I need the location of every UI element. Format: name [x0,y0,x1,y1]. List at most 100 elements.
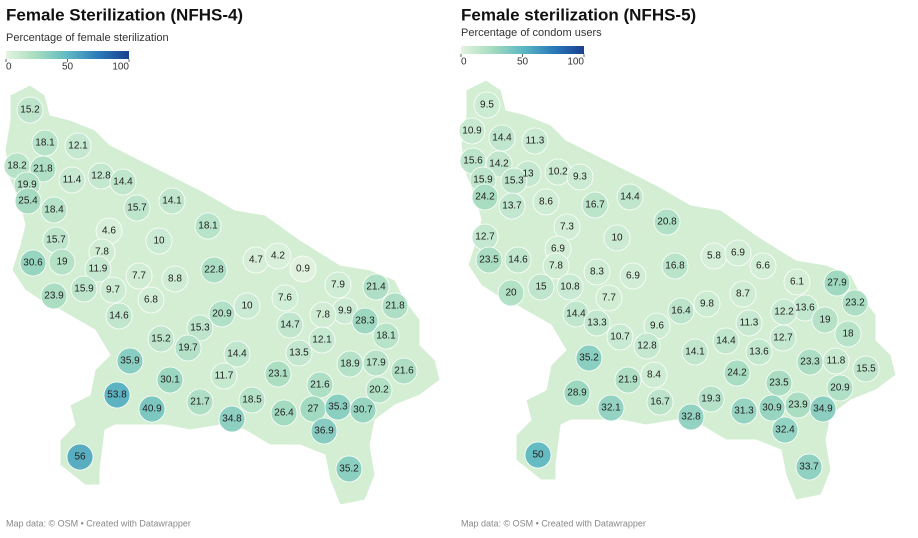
district [147,325,175,353]
district [566,163,594,191]
district-label: 14.4 [716,336,736,347]
district-label: 35.2 [339,464,359,475]
district-label: 18.2 [7,161,27,172]
district-label: 15.5 [856,364,876,375]
district-label: 8.8 [168,274,182,285]
district-label: 15.3 [504,176,524,187]
district [324,271,352,299]
district [310,417,338,445]
district [521,127,549,155]
district [749,252,777,280]
district-label: 9.6 [650,321,664,332]
legend-tick-label: 0 [6,62,12,73]
district-label: 21.7 [190,397,210,408]
district [40,282,68,310]
district-label: 9.9 [338,306,352,317]
district-label: 9.8 [700,299,714,310]
district [123,194,151,222]
district-label: 33.7 [799,462,819,473]
district-label: 10.7 [610,332,630,343]
district [697,385,725,413]
district-label: 35.9 [120,356,140,367]
district [758,394,786,422]
district-label: 19 [819,315,831,326]
district-label: 21.4 [366,282,386,293]
district-label: 14.4 [113,177,133,188]
district-label: 4.7 [249,255,263,266]
district-label: 11.4 [63,175,82,186]
district [351,307,379,335]
district [677,403,705,431]
district-label: 7.6 [278,293,292,304]
district [186,314,214,342]
district-label: 23.1 [268,369,288,380]
district-label: 14.4 [566,309,586,320]
district-label: 12.7 [773,333,793,344]
district-label: 7.8 [316,310,330,321]
district [852,355,880,383]
district-label: 14.1 [685,347,705,358]
district [276,311,304,339]
district [458,117,486,145]
district-label: 19 [56,257,68,268]
legend-tick-label: 100 [567,57,584,68]
district-label: 20.9 [830,383,850,394]
district-label: 14.4 [227,349,247,360]
district-label: 27.9 [827,278,847,289]
district-label: 13.3 [587,318,607,329]
district-label: 23.9 [44,291,64,302]
district [524,441,552,469]
district-label: 13 [522,169,534,180]
district [84,255,112,283]
district-label: 5.8 [707,251,721,262]
district-label: 11.8 [827,356,846,367]
district [619,262,647,290]
district-label: 32.8 [681,412,701,423]
district [19,249,47,277]
district-label: 13.6 [795,303,815,314]
district [712,327,740,355]
district-label: 7.9 [331,280,345,291]
district-label: 9.5 [480,100,494,111]
district [661,252,689,280]
district [271,284,299,312]
district-label: 15 [535,282,547,293]
district [349,396,377,424]
district-label: 56 [74,452,86,463]
color-legend [461,46,584,54]
district-label: 15.2 [20,105,40,116]
district-label: 4.6 [102,226,116,237]
district-label: 6.9 [626,271,640,282]
district-label: 21.8 [385,301,405,312]
district [264,360,292,388]
district [194,212,222,240]
district [583,258,611,286]
district-label: 27 [307,404,319,415]
district-label: 14.6 [508,255,528,266]
district [381,292,409,320]
district-label: 32.4 [775,425,795,436]
district-label: 20.8 [657,217,677,228]
district-label: 17.9 [366,358,386,369]
district [285,339,313,367]
district-label: 30.9 [762,403,782,414]
district-label: 12.8 [91,171,111,182]
map-title: Female Sterilization (NFHS-4) [6,5,243,24]
district-label: 7.8 [549,261,563,272]
district-label: 8.4 [647,370,661,381]
district-label: 24.2 [727,368,747,379]
district [485,150,513,178]
district [64,132,92,160]
district-label: 30.7 [353,405,373,416]
district-label: 6.6 [756,261,770,272]
district [238,386,266,414]
district [498,192,526,220]
district-label: 20.2 [369,385,389,396]
district-label: 10.2 [548,167,568,178]
district-label: 7.7 [602,293,616,304]
district [174,334,202,362]
district [233,292,261,320]
district-label: 23.5 [769,378,789,389]
district [556,273,584,301]
district-label: 9.7 [106,285,120,296]
